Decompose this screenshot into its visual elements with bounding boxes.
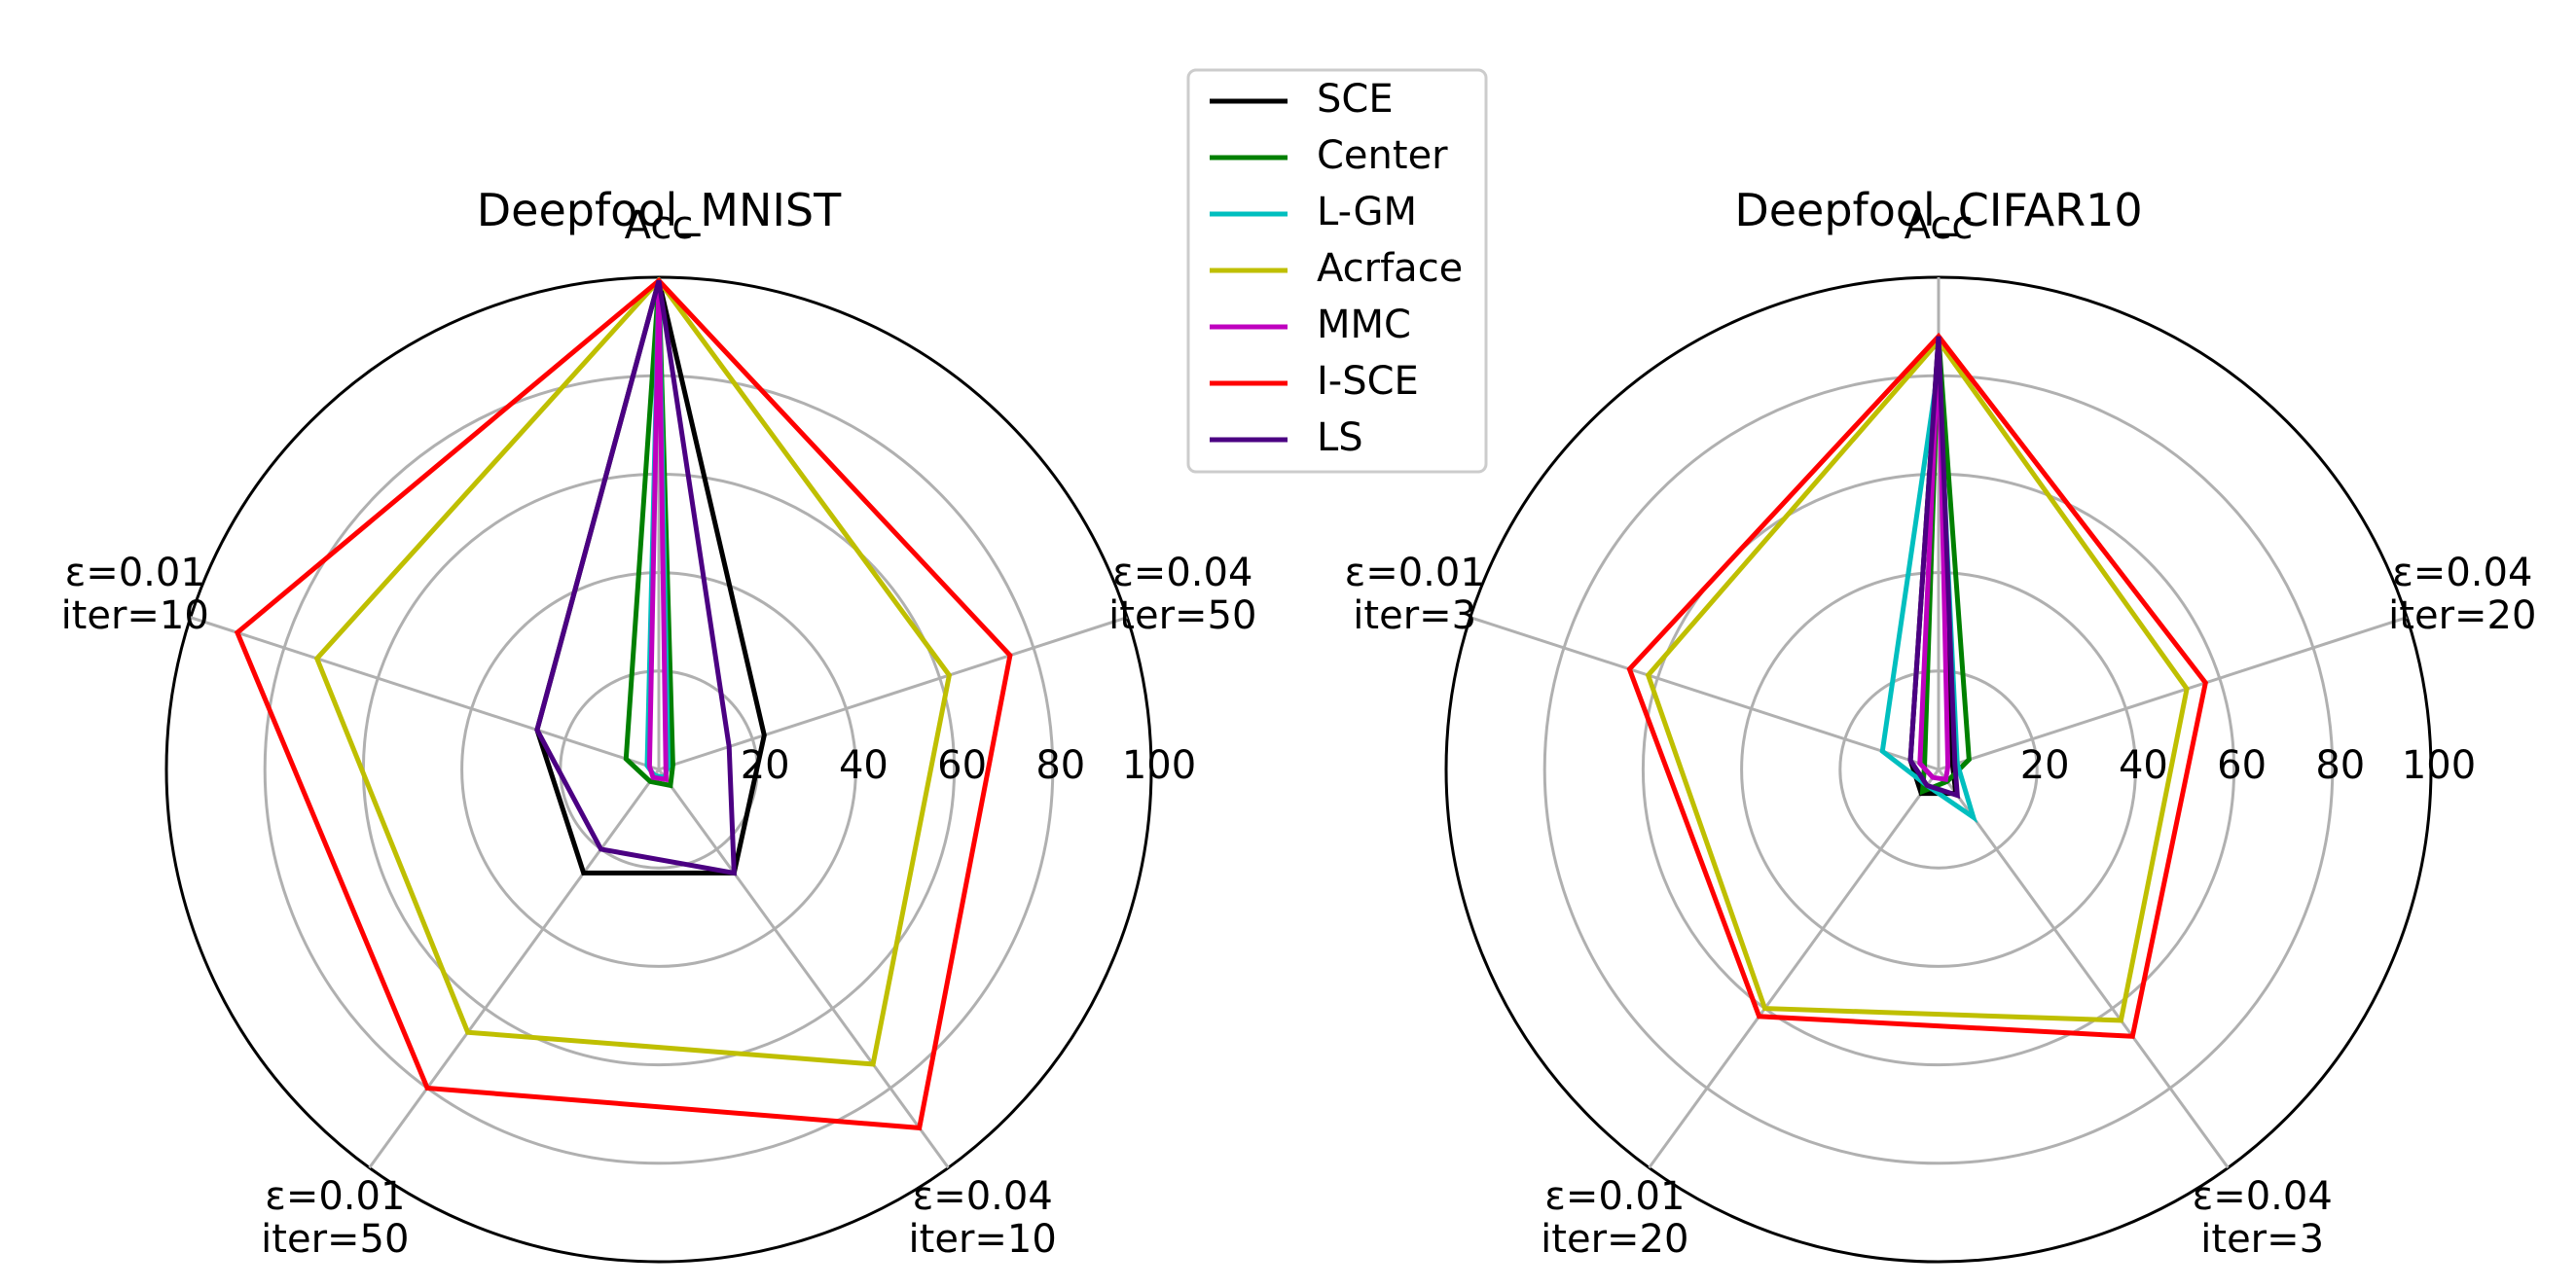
- chart-title-cifar10: Deepfool_CIFAR10: [1734, 184, 2142, 236]
- axis-label-3: ε=0.01 iter=20: [1541, 1174, 1688, 1262]
- axis-label-line: Acc: [625, 203, 694, 248]
- spoke-1: [658, 616, 1128, 771]
- axis-label-line: ε=0.04: [1112, 551, 1252, 595]
- spoke-2: [657, 769, 950, 1169]
- legend-label-ls: LS: [1317, 415, 1363, 460]
- axis-label-line: ε=0.01: [1345, 551, 1485, 595]
- axis-label-1: ε=0.04 iter=50: [1108, 551, 1256, 638]
- axis-label-line: iter=3: [2200, 1217, 2324, 1262]
- series-mmc-mnist: [646, 280, 669, 783]
- series-acrface-mnist: [313, 276, 953, 1067]
- spoke-4: [190, 616, 660, 771]
- legend-label-mmc: MMC: [1317, 303, 1411, 347]
- axis-label-line: ε=0.04: [2193, 1174, 2333, 1219]
- spoke-3: [1648, 769, 1941, 1169]
- r-tick-label: 80: [1035, 743, 1085, 788]
- chart-title-mnist: Deepfool_MNIST: [477, 184, 842, 236]
- spoke-2: [1937, 769, 2230, 1169]
- series-acrface-cifar10: [1645, 337, 2190, 1023]
- axis-label-0: Acc: [1905, 203, 1974, 248]
- r-tick-label: 60: [2217, 743, 2267, 788]
- r-tick-label: 20: [2020, 743, 2070, 788]
- axis-label-0: Acc: [625, 203, 694, 248]
- legend-label-acrface: Acrface: [1317, 246, 1463, 291]
- axis-label-2: ε=0.04 iter=10: [909, 1174, 1057, 1262]
- r-tick-label: 100: [2402, 743, 2476, 788]
- axis-label-line: ε=0.01: [65, 551, 205, 595]
- axis-label-line: iter=10: [61, 593, 209, 638]
- axis-label-3: ε=0.01 iter=50: [261, 1174, 409, 1262]
- legend-label-i-sce: I-SCE: [1317, 359, 1419, 404]
- axis-label-line: iter=50: [261, 1217, 409, 1262]
- axis-label-line: ε=0.01: [265, 1174, 405, 1219]
- spoke-3: [368, 769, 661, 1169]
- axis-label-2: ε=0.04 iter=3: [2193, 1174, 2333, 1262]
- series-i-sce-cifar10: [1626, 332, 2208, 1039]
- radar-series-mnist: [234, 276, 1013, 1131]
- series-ls-mnist: [534, 279, 737, 877]
- legend: SCE Center L-GM Acrface MMC I-SCE LS: [1186, 68, 1488, 474]
- r-tick-label: 20: [741, 743, 790, 788]
- r-tick-label: 60: [937, 743, 987, 788]
- axis-label-line: ε=0.04: [2392, 551, 2532, 595]
- series-i-sce-mnist: [234, 277, 1013, 1131]
- axis-label-line: iter=20: [1541, 1217, 1688, 1262]
- axis-label-line: iter=50: [1108, 593, 1256, 638]
- radar-grid-mnist: [164, 275, 1153, 1264]
- axis-label-line: ε=0.01: [1544, 1174, 1685, 1219]
- r-tick-label: 40: [2119, 743, 2168, 788]
- legend-label-l-gm: L-GM: [1317, 190, 1417, 234]
- spoke-1: [1938, 616, 2408, 771]
- r-tick-label: 100: [1122, 743, 1196, 788]
- r-tick-label: 40: [839, 743, 889, 788]
- axis-label-line: iter=20: [2388, 593, 2536, 638]
- legend-label-center: Center: [1317, 133, 1448, 178]
- series-center-mnist: [623, 280, 675, 789]
- axis-label-line: iter=10: [909, 1217, 1057, 1262]
- axis-label-4: ε=0.01 iter=3: [1345, 551, 1485, 638]
- r-tick-label: 80: [2315, 743, 2365, 788]
- series-mmc-cifar10: [1917, 340, 1951, 783]
- legend-frame: [1186, 68, 1488, 474]
- radar-grid-cifar10: [1444, 275, 2433, 1264]
- spoke-4: [1469, 616, 1940, 771]
- axis-label-1: ε=0.04 iter=20: [2388, 551, 2536, 638]
- series-ls-cifar10: [1907, 336, 1961, 800]
- axis-label-line: iter=3: [1353, 593, 1476, 638]
- axis-label-4: ε=0.01 iter=10: [61, 551, 209, 638]
- axis-label-line: Acc: [1905, 203, 1974, 248]
- radar-series-cifar10: [1626, 332, 2208, 1039]
- legend-label-sce: SCE: [1317, 77, 1394, 122]
- axis-label-line: ε=0.04: [913, 1174, 1053, 1219]
